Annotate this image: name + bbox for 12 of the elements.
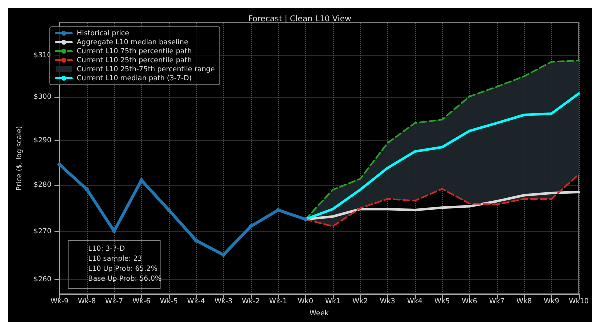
point	[58, 162, 62, 167]
point	[167, 208, 172, 212]
point	[249, 224, 254, 229]
point	[85, 188, 90, 192]
point	[276, 208, 280, 212]
point	[194, 238, 198, 243]
chart-title: Forecast | Clean L10 View	[248, 14, 352, 24]
line-series	[304, 92, 580, 221]
point	[222, 253, 226, 258]
point	[304, 218, 308, 222]
line-series	[304, 174, 580, 228]
line-series	[58, 162, 308, 258]
